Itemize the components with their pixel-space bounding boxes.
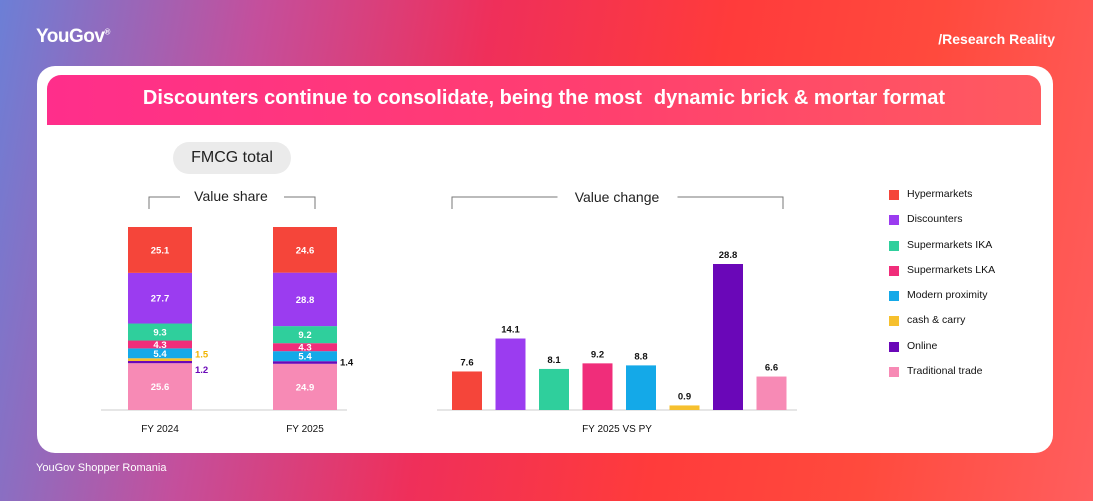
stack-segment [273, 351, 337, 362]
stack-segment [273, 272, 337, 327]
bar-value-label: 6.6 [765, 363, 778, 374]
title-part-2: dynamic brick & mortar format [653, 87, 946, 109]
segment-label: 28.8 [296, 295, 315, 306]
value-change-bar [756, 376, 787, 410]
stack-segment [128, 361, 192, 364]
stack-segment [128, 227, 192, 273]
value-change-bar [582, 363, 613, 410]
stack-segment [128, 323, 192, 341]
stack-segment [128, 358, 192, 362]
source-footer: YouGov Shopper Romania [36, 462, 167, 474]
legend-label: Hypermarkets [907, 188, 973, 200]
stack-segment [128, 340, 192, 349]
value-share-title: Value share [194, 188, 268, 204]
legend-label: Traditional trade [907, 365, 983, 378]
x-axis-label: FY 2025 VS PY [582, 424, 652, 435]
stack-segment [128, 363, 192, 410]
bar-value-label: 0.9 [678, 391, 691, 402]
value-change-title: Value change [575, 189, 660, 205]
segment-label: 4.3 [153, 340, 166, 351]
stack-segment [128, 272, 192, 324]
bar-value-label: 14.1 [501, 325, 520, 336]
tagline: /Research Reality [938, 31, 1055, 47]
segment-side-label: 1.5 [195, 350, 209, 361]
legend-label: cash & carry [907, 314, 966, 327]
legend-label: Online [907, 339, 938, 352]
legend-label: Supermarkets IKA [907, 238, 993, 251]
legend-swatch [889, 265, 899, 276]
stack-segment [273, 227, 337, 273]
fmcg-total-pill: FMCG total [173, 142, 291, 174]
legend-swatch [889, 291, 899, 302]
segment-label: 4.3 [298, 343, 311, 354]
value-change-bracket-right [677, 196, 784, 209]
charts-canvas: Value share25.61.21.55.44.39.327.725.1FY… [101, 188, 797, 435]
trademark-mark: ® [104, 27, 110, 37]
segment-side-label: 1.2 [195, 365, 208, 376]
legend-swatch [889, 240, 899, 251]
segment-label: 25.6 [151, 382, 170, 393]
segment-label: 27.7 [151, 294, 170, 305]
segment-side-label: 1.4 [340, 357, 354, 368]
value-share-bracket-right [284, 196, 316, 209]
content-card: Discounters continue to consolidate, bei… [37, 66, 1053, 453]
value-change-bar [713, 264, 743, 410]
segment-label: 9.3 [153, 328, 166, 339]
legend-swatch [889, 190, 899, 200]
page-title: Discounters continue to consolidate, bei… [47, 87, 1041, 110]
bar-value-label: 9.2 [591, 349, 604, 360]
value-change-bracket-left [451, 196, 558, 209]
segment-label: 5.4 [298, 352, 312, 363]
segment-label: 24.9 [296, 382, 315, 393]
stack-segment [273, 361, 337, 364]
segment-label: 9.2 [298, 330, 311, 341]
value-share-bracket-left [148, 196, 180, 209]
logo-text: YouGov [36, 26, 105, 47]
legend-swatch [889, 215, 899, 226]
stack-segment [273, 363, 337, 410]
value-change-bar [669, 405, 700, 410]
segment-label: 5.4 [153, 349, 167, 360]
bar-value-label: 7.6 [460, 357, 473, 368]
legend-swatch [889, 367, 899, 378]
value-change-bar [495, 338, 526, 410]
title-banner: Discounters continue to consolidate, bei… [47, 75, 1041, 125]
legend-swatch [889, 341, 899, 352]
bar-value-label: 8.1 [547, 355, 561, 366]
legend-swatch [889, 316, 899, 327]
x-tick-label: FY 2025 [286, 424, 324, 435]
stack-segment [128, 348, 192, 359]
yougov-logo: YouGov® [36, 26, 110, 48]
segment-label: 25.1 [151, 245, 170, 256]
x-tick-label: FY 2024 [141, 424, 179, 435]
legend-label: Modern proximity [907, 289, 988, 302]
title-part-1: Discounters continue to consolidate, bei… [142, 87, 642, 109]
stack-segment [273, 343, 337, 352]
segment-label: 24.6 [296, 245, 315, 256]
stack-segment [273, 326, 337, 344]
value-change-bar [539, 368, 569, 410]
legend-label: Discounters [907, 213, 963, 226]
bar-value-label: 8.8 [634, 351, 647, 362]
value-change-bar [626, 365, 656, 410]
legend-label: Supermarkets LKA [907, 263, 996, 276]
bar-value-label: 28.8 [719, 250, 738, 261]
value-change-bar [452, 371, 482, 410]
